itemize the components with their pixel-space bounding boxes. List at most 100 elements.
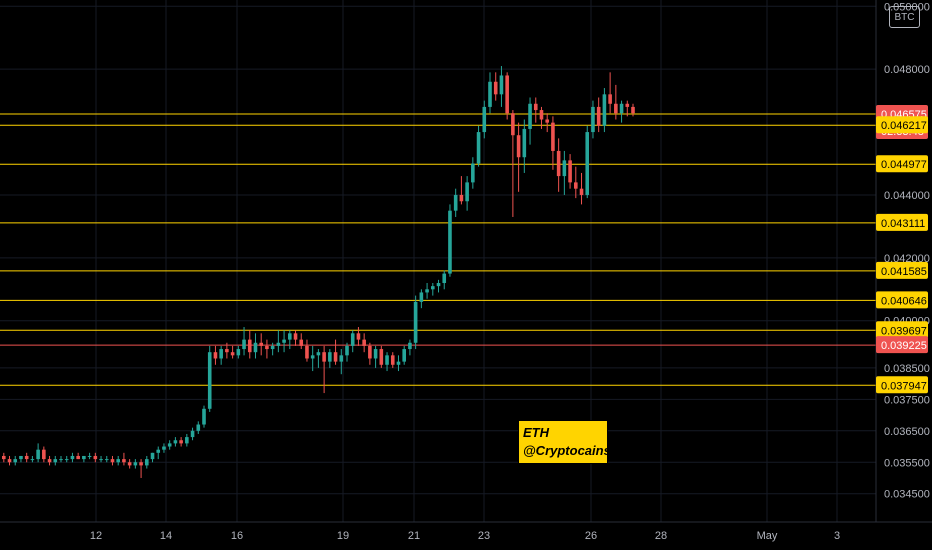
- candle: [368, 342, 372, 365]
- candle: [213, 345, 218, 365]
- candle: [551, 116, 555, 170]
- candle-body: [270, 345, 275, 350]
- candle-body: [596, 106, 601, 126]
- author-annotation: ETH @Cryptocains: [518, 420, 611, 464]
- level-label-text: 0.039225: [881, 340, 927, 352]
- candle: [70, 452, 75, 463]
- candle: [345, 342, 349, 362]
- candle-body: [471, 163, 475, 183]
- candle-body: [619, 103, 624, 114]
- candle-body: [87, 455, 92, 457]
- candle: [608, 72, 612, 114]
- candle: [596, 97, 601, 133]
- level-label-bg: [876, 376, 928, 394]
- candle-body: [408, 342, 412, 350]
- candle: [156, 446, 161, 460]
- candle: [350, 330, 355, 353]
- x-tick-label: 19: [337, 530, 349, 542]
- candle-body: [110, 459, 115, 463]
- candle: [247, 330, 252, 359]
- candle-body: [1, 455, 6, 460]
- candle-body: [207, 352, 212, 409]
- candle: [591, 100, 595, 139]
- annotation-symbol: ETH: [523, 425, 549, 440]
- candle-body: [253, 342, 258, 353]
- y-tick-label: 0.037500: [884, 394, 930, 406]
- time-axis[interactable]: 12 14 16 19 21 23 26 28 May 3: [90, 530, 840, 542]
- candle-body: [150, 452, 155, 460]
- candle: [505, 72, 509, 120]
- quote-currency-badge[interactable]: BTC: [889, 6, 920, 28]
- level-label-bg: [876, 261, 928, 279]
- candle: [385, 352, 389, 372]
- x-tick-label: 23: [478, 530, 490, 542]
- candle-body: [133, 462, 138, 466]
- candle: [202, 405, 206, 428]
- candle: [448, 204, 452, 277]
- candle-body: [139, 462, 143, 466]
- candle-body: [379, 349, 384, 365]
- candle: [322, 345, 326, 394]
- level-label: 0.046217: [876, 116, 928, 134]
- candle: [619, 100, 624, 123]
- candle: [465, 176, 469, 211]
- candle: [167, 440, 172, 450]
- candle: [99, 455, 103, 463]
- candle: [539, 106, 544, 129]
- candle-body: [196, 424, 201, 431]
- candle-body: [53, 459, 58, 463]
- candle: [253, 333, 258, 359]
- candle-body: [465, 182, 469, 202]
- candle-body: [24, 455, 29, 460]
- candle-body: [482, 106, 487, 133]
- y-tick-label: 0.044000: [884, 190, 930, 202]
- candle-body: [602, 94, 607, 126]
- candle: [116, 455, 120, 466]
- candle: [436, 279, 441, 293]
- candle-body: [402, 349, 406, 362]
- candle-body: [505, 75, 509, 114]
- candle-body: [30, 459, 35, 461]
- x-tick-label: 16: [231, 530, 243, 542]
- candle-body: [104, 459, 109, 461]
- candle: [339, 349, 344, 375]
- candle: [1, 452, 6, 463]
- candle: [545, 113, 549, 133]
- candle: [30, 455, 35, 463]
- candle-body: [122, 459, 126, 463]
- level-label-bg: [876, 336, 928, 354]
- candle: [196, 421, 201, 434]
- candle: [333, 339, 338, 365]
- candle: [13, 455, 18, 466]
- candle: [265, 339, 269, 359]
- candle-body: [533, 103, 538, 111]
- candle: [179, 437, 183, 447]
- candle: [316, 349, 321, 368]
- candle: [242, 327, 246, 356]
- candle-body: [419, 292, 424, 302]
- candle: [574, 166, 578, 199]
- candle-body: [145, 459, 149, 466]
- horizontal-levels: [0, 113, 876, 386]
- candle: [110, 455, 115, 466]
- candle-body: [225, 349, 229, 353]
- candle-body: [516, 135, 521, 158]
- candle: [585, 125, 590, 199]
- y-tick-label: 0.048000: [884, 64, 930, 76]
- candle-body: [230, 352, 235, 356]
- candle: [42, 446, 46, 463]
- candle: [499, 66, 504, 107]
- price-axis[interactable]: 0.0500000.0480000.0440000.0420000.040000…: [884, 1, 930, 500]
- candle-body: [356, 333, 361, 340]
- candle: [150, 452, 155, 463]
- candle-body: [539, 110, 544, 120]
- candle: [47, 455, 52, 466]
- candle-body: [179, 440, 183, 444]
- candle-body: [562, 160, 567, 177]
- candle: [459, 176, 464, 205]
- candle: [373, 345, 378, 368]
- candle-body: [551, 122, 555, 151]
- candle: [476, 125, 481, 167]
- candle: [127, 459, 132, 469]
